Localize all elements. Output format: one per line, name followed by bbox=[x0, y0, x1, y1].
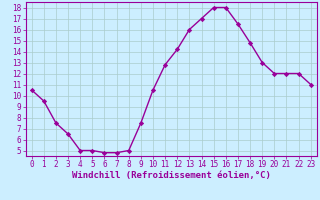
X-axis label: Windchill (Refroidissement éolien,°C): Windchill (Refroidissement éolien,°C) bbox=[72, 171, 271, 180]
